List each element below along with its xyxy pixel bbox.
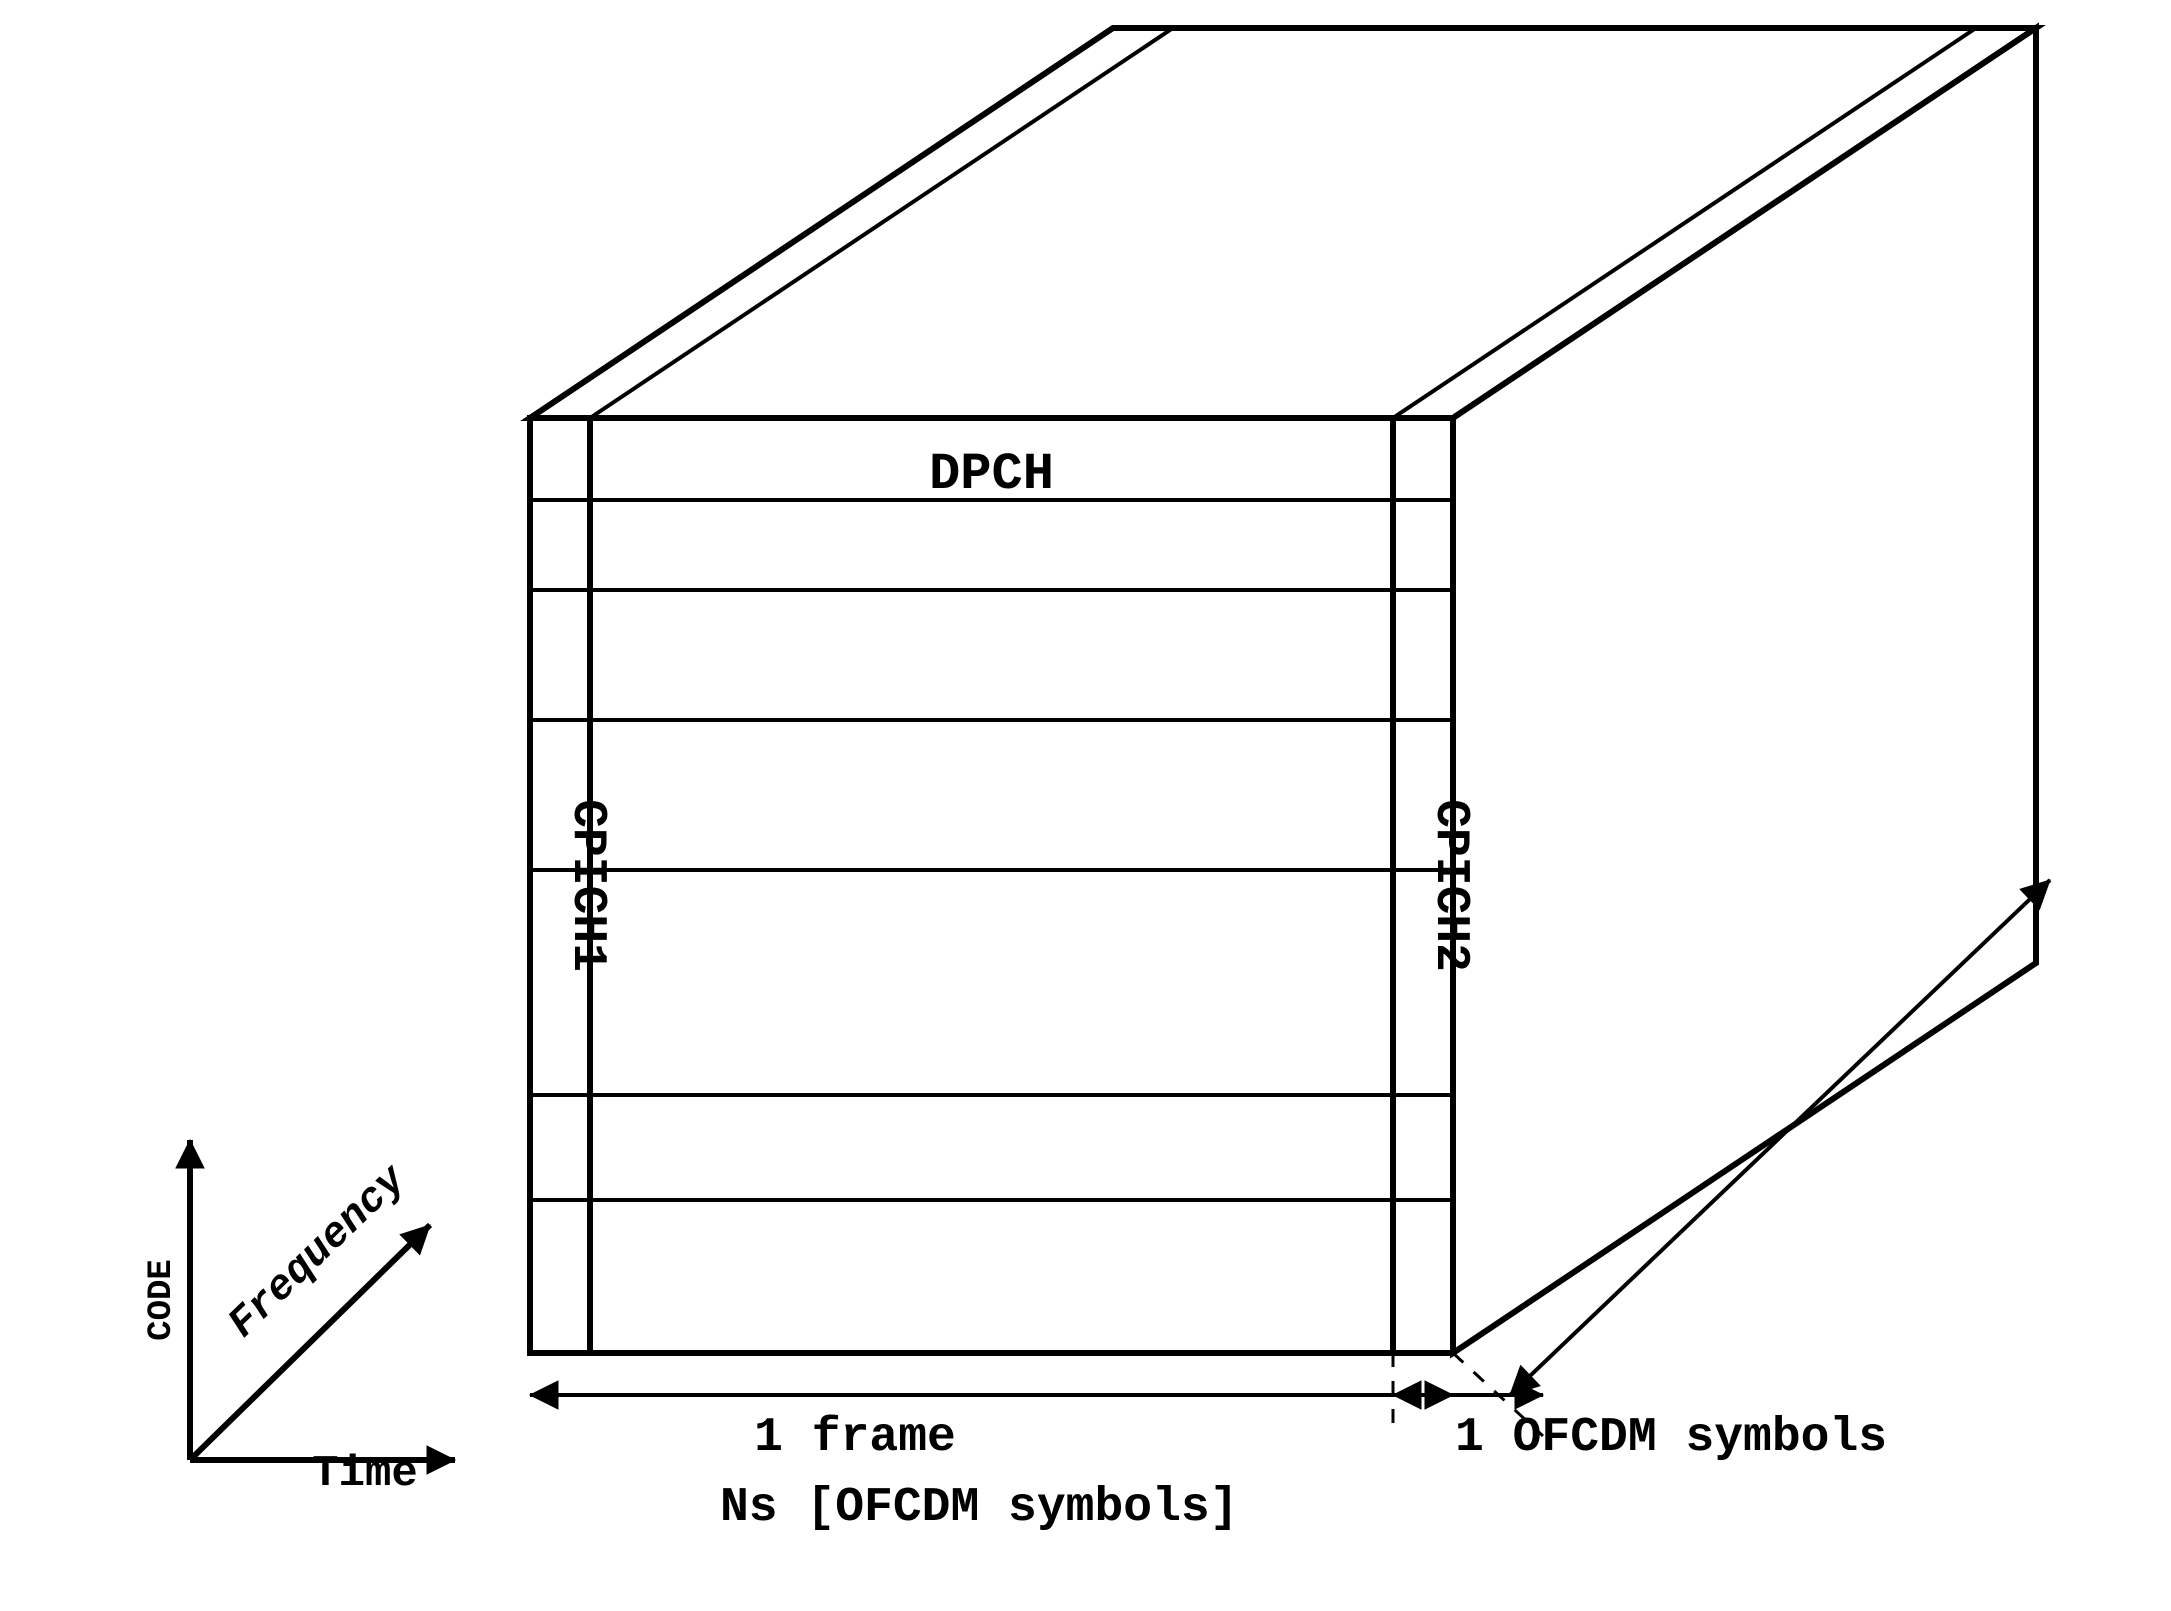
svg-text:DPCH: DPCH (929, 445, 1054, 504)
svg-text:Frequency: Frequency (219, 1155, 417, 1348)
svg-text:1 frame: 1 frame (754, 1411, 956, 1465)
svg-text:CODE: CODE (143, 1259, 181, 1341)
svg-text:CPICH1: CPICH1 (560, 799, 614, 972)
svg-text:Time: Time (312, 1449, 418, 1499)
svg-text:Ns [OFCDM symbols]: Ns [OFCDM symbols] (720, 1481, 1238, 1535)
svg-text:1 OFCDM symbols: 1 OFCDM symbols (1455, 1411, 1887, 1465)
svg-text:CPICH2: CPICH2 (1423, 799, 1477, 972)
